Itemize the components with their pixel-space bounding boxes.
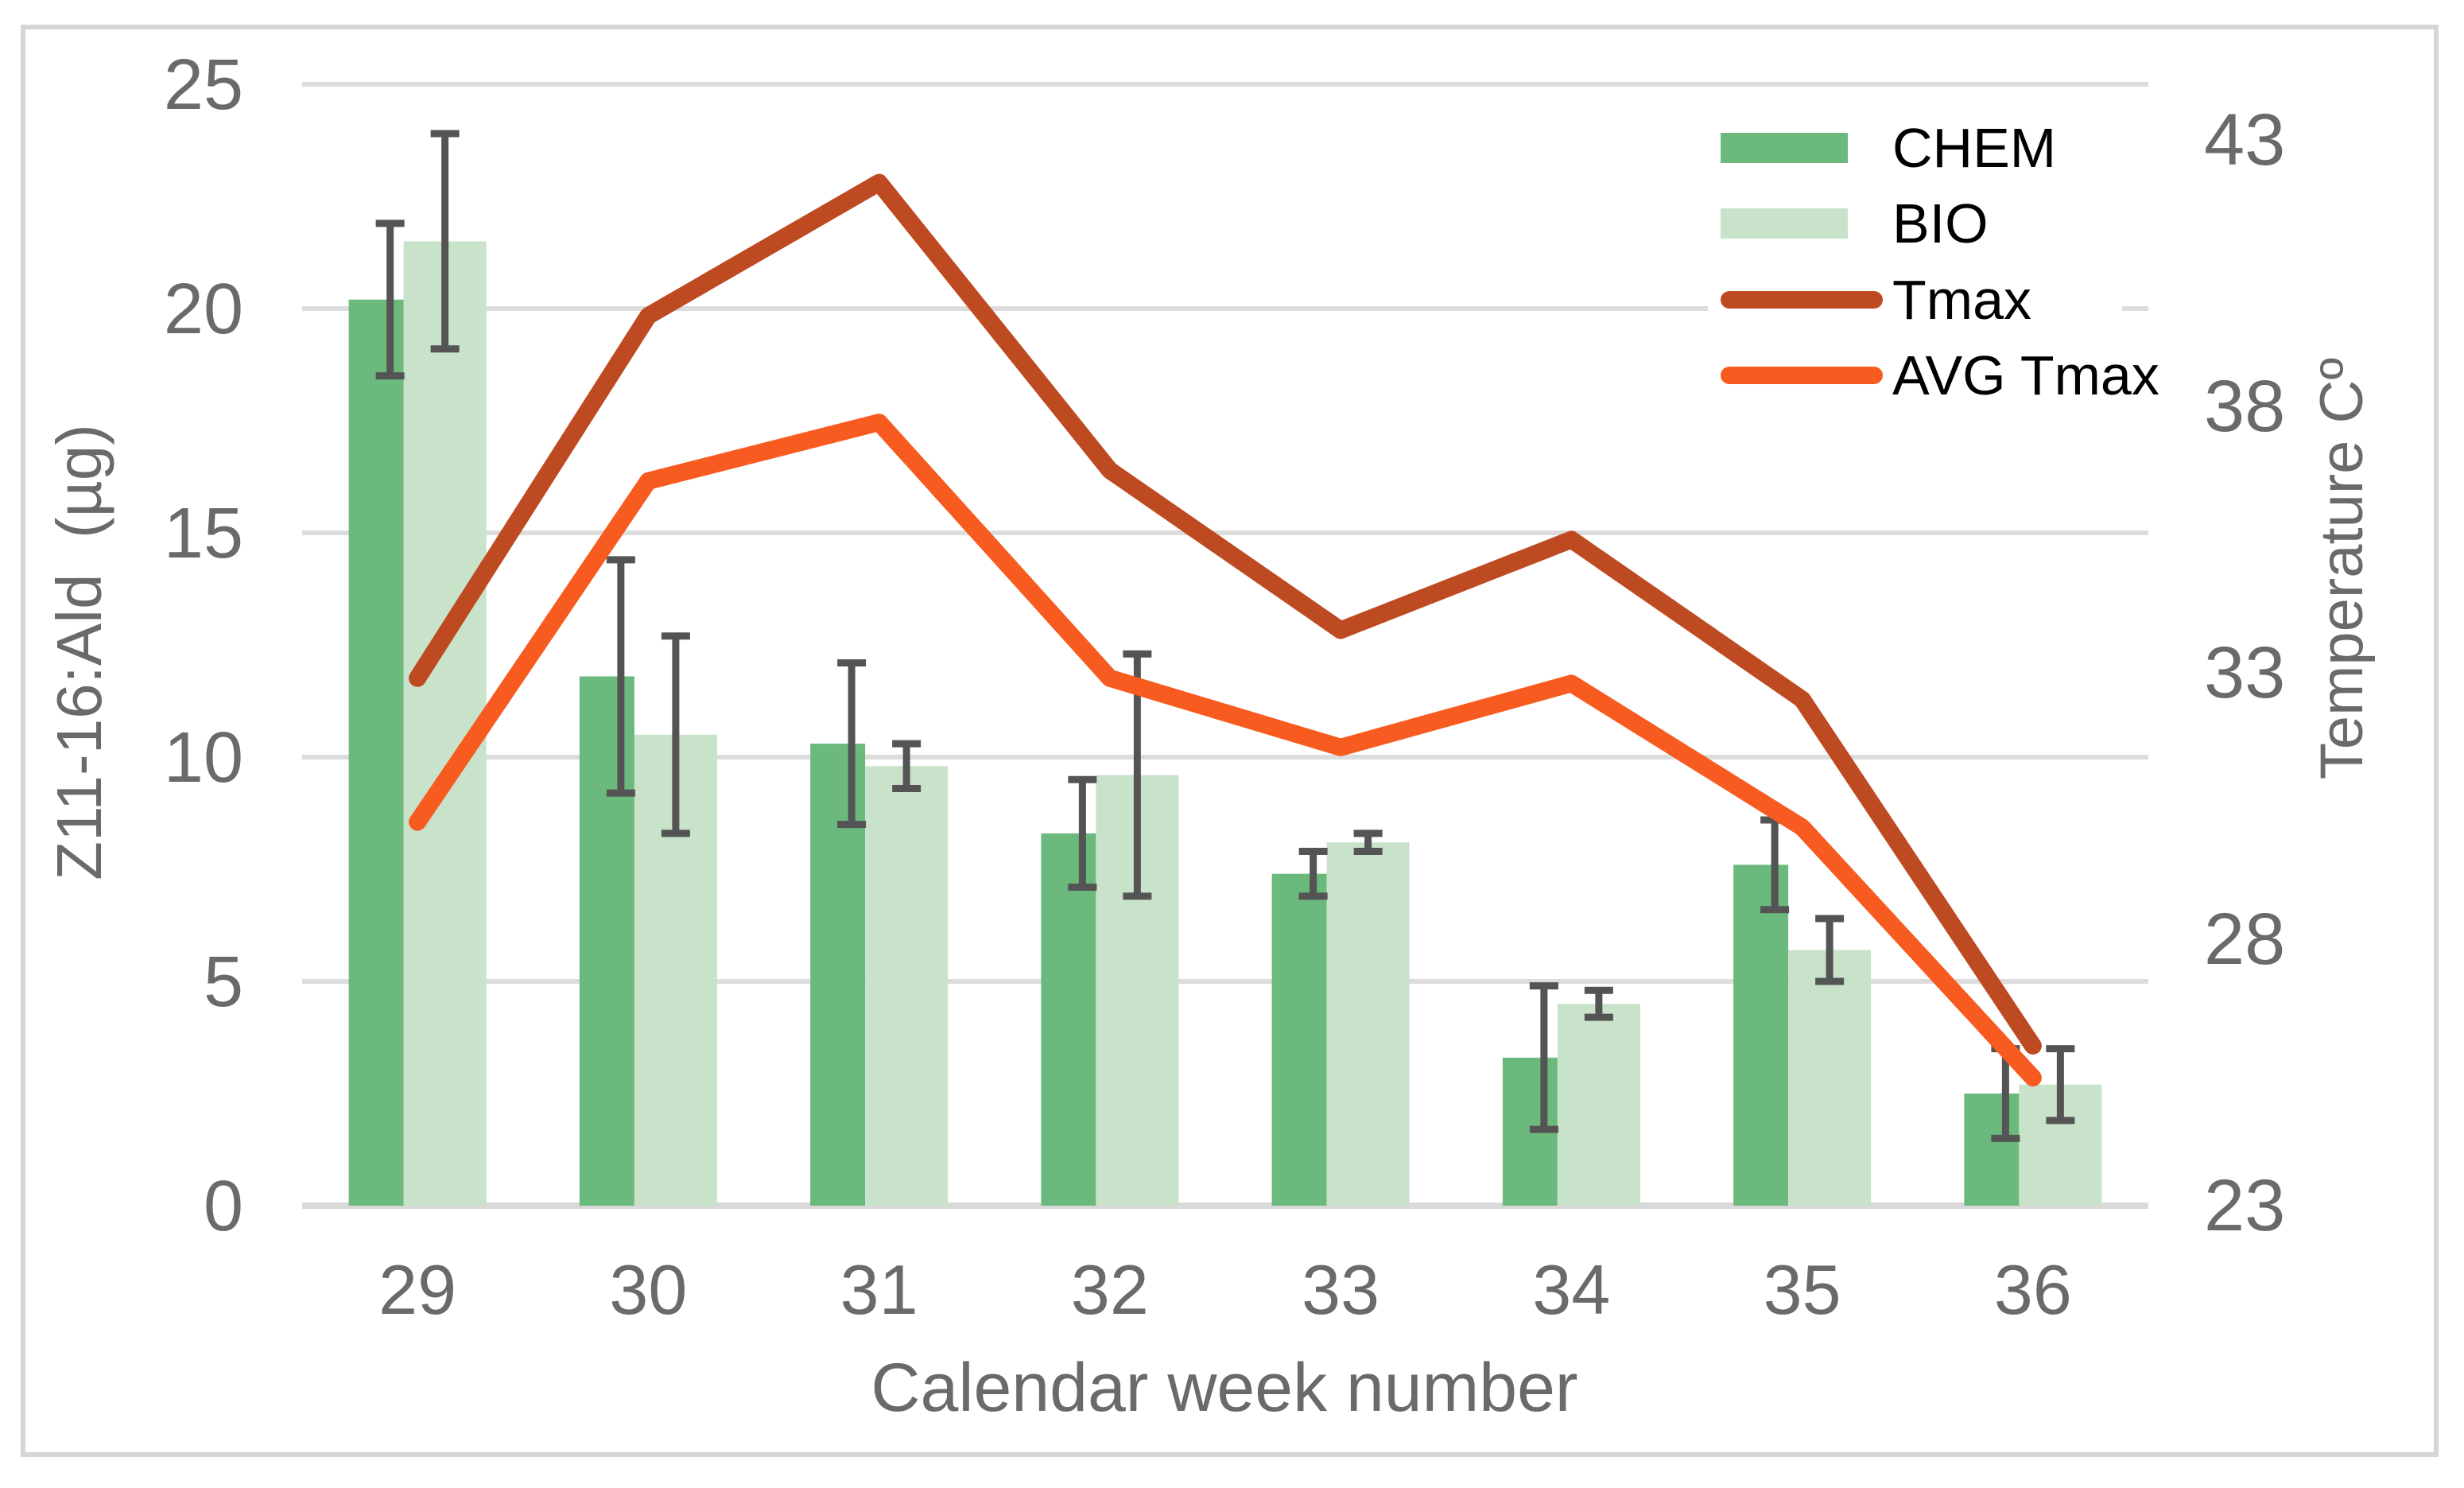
chem-swatch-key [1721,132,1884,163]
x-category-label: 32 [1071,1250,1149,1329]
x-category-label: 29 [378,1250,456,1329]
avg-tmax-swatch-key [1721,367,1884,385]
line-tmax [409,173,2042,1055]
right-tick-label: 33 [2204,632,2285,713]
legend-label: BIO [1892,192,1989,255]
left-tick-label: 0 [204,1167,243,1246]
left-tick-label: 5 [204,942,243,1022]
line-swatch-icon [1721,290,1883,309]
bar-bio [1788,950,1872,1206]
bar-bio [403,241,487,1206]
legend-label: Tmax [1892,268,2031,331]
bar-chem [810,744,866,1206]
bar-bio [1326,842,1410,1206]
left-tick-label: 10 [164,718,243,798]
right-tick-label: 23 [2204,1165,2285,1246]
bar-bio [865,766,949,1206]
bar-chem [348,299,404,1206]
bar-chem [579,676,634,1206]
right-axis-title: Temperature Cº [2308,357,2376,780]
bar-chem [1733,864,1789,1206]
legend-item-bio: BIO [1708,186,2122,262]
line-avg-tmax [409,414,2042,1087]
left-tick-label: 15 [164,494,243,573]
x-category-label: 33 [1302,1250,1379,1329]
legend-label: AVG Tmax [1892,344,2159,407]
legend-item-avg-tmax: AVG Tmax [1708,338,2159,414]
x-category-label: 36 [1994,1250,2072,1329]
right-tick-label: 28 [2204,899,2285,980]
bio-swatch-key [1721,208,1884,239]
legend-label: CHEM [1892,116,2057,179]
x-category-label: 34 [1532,1250,1610,1329]
x-axis-title: Calendar week number [871,1350,1578,1426]
bar-chem [1964,1094,2020,1206]
left-tick-label: 25 [164,45,243,125]
legend: CHEM BIO Tmax AVG Tmax [1708,110,2159,414]
bar-swatch-icon [1721,132,1848,163]
tmax-swatch-key [1721,290,1884,309]
legend-item-chem: CHEM [1708,110,2122,186]
bar-swatch-icon [1721,208,1848,239]
left-tick-label: 20 [164,270,243,349]
bar-chem [1271,873,1327,1206]
x-category-label: 35 [1764,1250,1841,1329]
x-category-label: 31 [840,1250,918,1329]
x-category-label: 30 [609,1250,687,1329]
line-swatch-icon [1721,367,1883,385]
bar-chem [1041,833,1096,1206]
legend-item-tmax: Tmax [1708,262,2122,338]
right-tick-label: 43 [2204,99,2285,181]
bar-bio [1557,1004,1640,1206]
left-axis-title: Z11-16:Ald (µg) [44,424,114,880]
right-tick-label: 38 [2204,366,2285,447]
